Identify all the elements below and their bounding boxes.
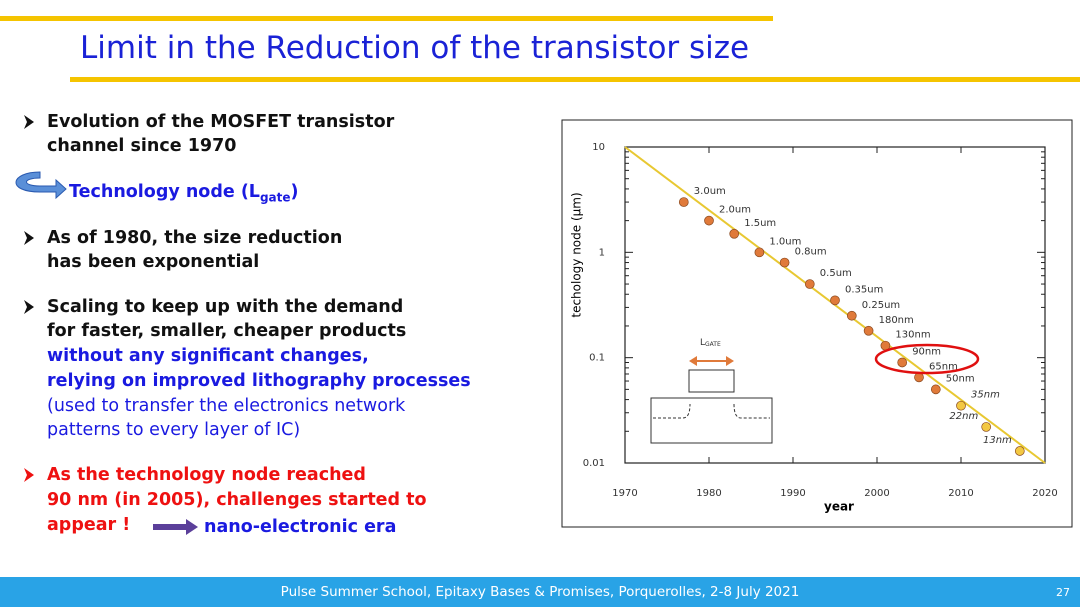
bullet-markers bbox=[24, 115, 34, 482]
inset-label-l: L bbox=[700, 338, 705, 348]
data-point bbox=[1014, 446, 1025, 456]
tn-sub: gate bbox=[259, 190, 291, 205]
footer: Pulse Summer School, Epitaxy Bases & Pro… bbox=[0, 577, 1080, 607]
data-label: 65nm bbox=[929, 361, 958, 372]
data-label: 2.0um bbox=[719, 205, 751, 216]
highlight-ellipse bbox=[874, 343, 980, 375]
plot-frame bbox=[624, 146, 1046, 464]
x-tick-label: 1980 bbox=[696, 488, 721, 499]
era-text: nano-electronic era bbox=[204, 517, 397, 537]
data-label: 1.0um bbox=[769, 236, 801, 247]
page-number: 27 bbox=[1056, 586, 1070, 599]
y-axis-label: techology node (µm) bbox=[570, 192, 584, 317]
data-point bbox=[846, 310, 857, 321]
inset-label: LGATE bbox=[700, 338, 721, 348]
data-label: 0.8um bbox=[795, 247, 827, 258]
y-tick-label: 1 bbox=[599, 247, 605, 258]
bullet-line: 90 nm (in 2005), challenges started to bbox=[47, 490, 427, 510]
data-label: 0.35um bbox=[845, 284, 883, 295]
x-tick-label: 2010 bbox=[948, 488, 973, 499]
x-tick-label: 2020 bbox=[1032, 488, 1057, 499]
data-point bbox=[930, 384, 941, 395]
bullet-line: without any significant changes, bbox=[47, 346, 369, 366]
data-point bbox=[830, 295, 840, 306]
data-label: 3.0um bbox=[694, 186, 726, 197]
data-label: 0.5um bbox=[820, 268, 852, 279]
data-label: 90nm bbox=[912, 346, 941, 357]
inset-box bbox=[650, 397, 773, 444]
bullet-line: for faster, smaller, cheaper products bbox=[47, 321, 407, 341]
bullet-line: appear ! bbox=[47, 515, 131, 535]
x-tick-label: 2000 bbox=[864, 488, 889, 499]
data-point bbox=[863, 325, 874, 336]
data-point bbox=[804, 279, 815, 289]
inset-arrowhead bbox=[689, 356, 697, 366]
data-label: 1.5um bbox=[744, 218, 776, 229]
inset-gate bbox=[688, 369, 735, 393]
data-label: 180nm bbox=[879, 315, 914, 326]
bullet-line: Scaling to keep up with the demand bbox=[47, 297, 404, 317]
data-point bbox=[956, 400, 966, 411]
tn-end: ) bbox=[290, 182, 299, 202]
bullet-line: has been exponential bbox=[47, 252, 260, 272]
data-label: 50nm bbox=[946, 373, 975, 384]
data-point bbox=[678, 197, 689, 207]
data-label: 0.25um bbox=[862, 300, 900, 311]
bullet-marker bbox=[24, 231, 34, 245]
bullet-marker bbox=[24, 468, 34, 482]
inset-channel bbox=[653, 403, 770, 419]
y-tick-label: 0.1 bbox=[589, 353, 605, 364]
era-arrow bbox=[153, 519, 198, 535]
y-tick-label: 0.01 bbox=[583, 458, 605, 469]
bullet-line: channel since 1970 bbox=[47, 136, 237, 156]
data-point bbox=[754, 247, 765, 258]
title-rule bbox=[70, 77, 1080, 82]
chart: 10 1 0.1 0.01 1970 1980 1990 2000 2010 2020 year te… bbox=[570, 142, 1058, 514]
bullet-line: As the technology node reached bbox=[47, 465, 366, 485]
chart-frame bbox=[561, 119, 1073, 528]
bullet-line: (used to transfer the electronics networ… bbox=[47, 396, 406, 416]
slide-graphics: 10 1 0.1 0.01 1970 1980 1990 2000 2010 2020 year te… bbox=[0, 16, 1080, 535]
data-point bbox=[779, 257, 790, 268]
tn-text: Technology node (L bbox=[69, 182, 260, 202]
x-tick-label: 1970 bbox=[612, 488, 637, 499]
bullet-line: relying on improved lithography processe… bbox=[47, 371, 471, 391]
y-tick-label: 10 bbox=[592, 142, 605, 153]
data-label: 13nm bbox=[983, 435, 1012, 446]
footer-text: Pulse Summer School, Epitaxy Bases & Pro… bbox=[280, 584, 800, 600]
slide-title: Limit in the Reduction of the transistor… bbox=[80, 30, 750, 66]
data-point bbox=[729, 228, 740, 239]
data-point bbox=[914, 372, 924, 383]
data-point bbox=[704, 215, 714, 226]
data-label: 35nm bbox=[971, 390, 1000, 401]
x-axis-label: year bbox=[824, 500, 854, 514]
top-rule bbox=[0, 16, 773, 21]
data-point bbox=[897, 357, 908, 368]
bullet-line: Evolution of the MOSFET transistor bbox=[47, 112, 395, 132]
x-tick-label: 1990 bbox=[780, 488, 805, 499]
curved-arrow bbox=[15, 171, 67, 200]
inset-label-sub: GATE bbox=[705, 341, 721, 348]
bullet-line: As of 1980, the size reduction bbox=[47, 228, 343, 248]
data-label: 22nm bbox=[949, 411, 978, 422]
inset-arrowhead bbox=[726, 356, 734, 366]
bullet-line: patterns to every layer of IC) bbox=[47, 420, 301, 440]
bullet-marker bbox=[24, 115, 34, 129]
bullet-marker bbox=[24, 300, 34, 314]
data-label: 130nm bbox=[895, 330, 930, 341]
technology-node: Technology node (Lgate) bbox=[69, 180, 299, 210]
data-point bbox=[981, 422, 992, 432]
